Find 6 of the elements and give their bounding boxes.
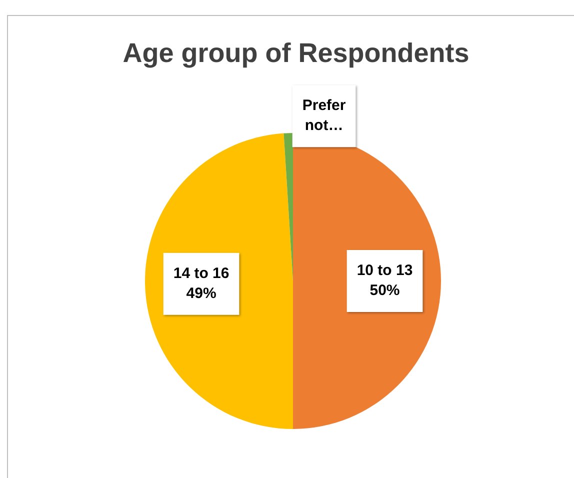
slice-label: 14 to 16 [173,265,230,282]
data-label: 50% [370,282,400,300]
data-label: 49% [186,285,216,302]
slice-label: Prefer not… [302,97,346,134]
chart-title: Age group of Respondents [122,38,470,69]
slice-label: 10 to 13 [356,262,413,280]
